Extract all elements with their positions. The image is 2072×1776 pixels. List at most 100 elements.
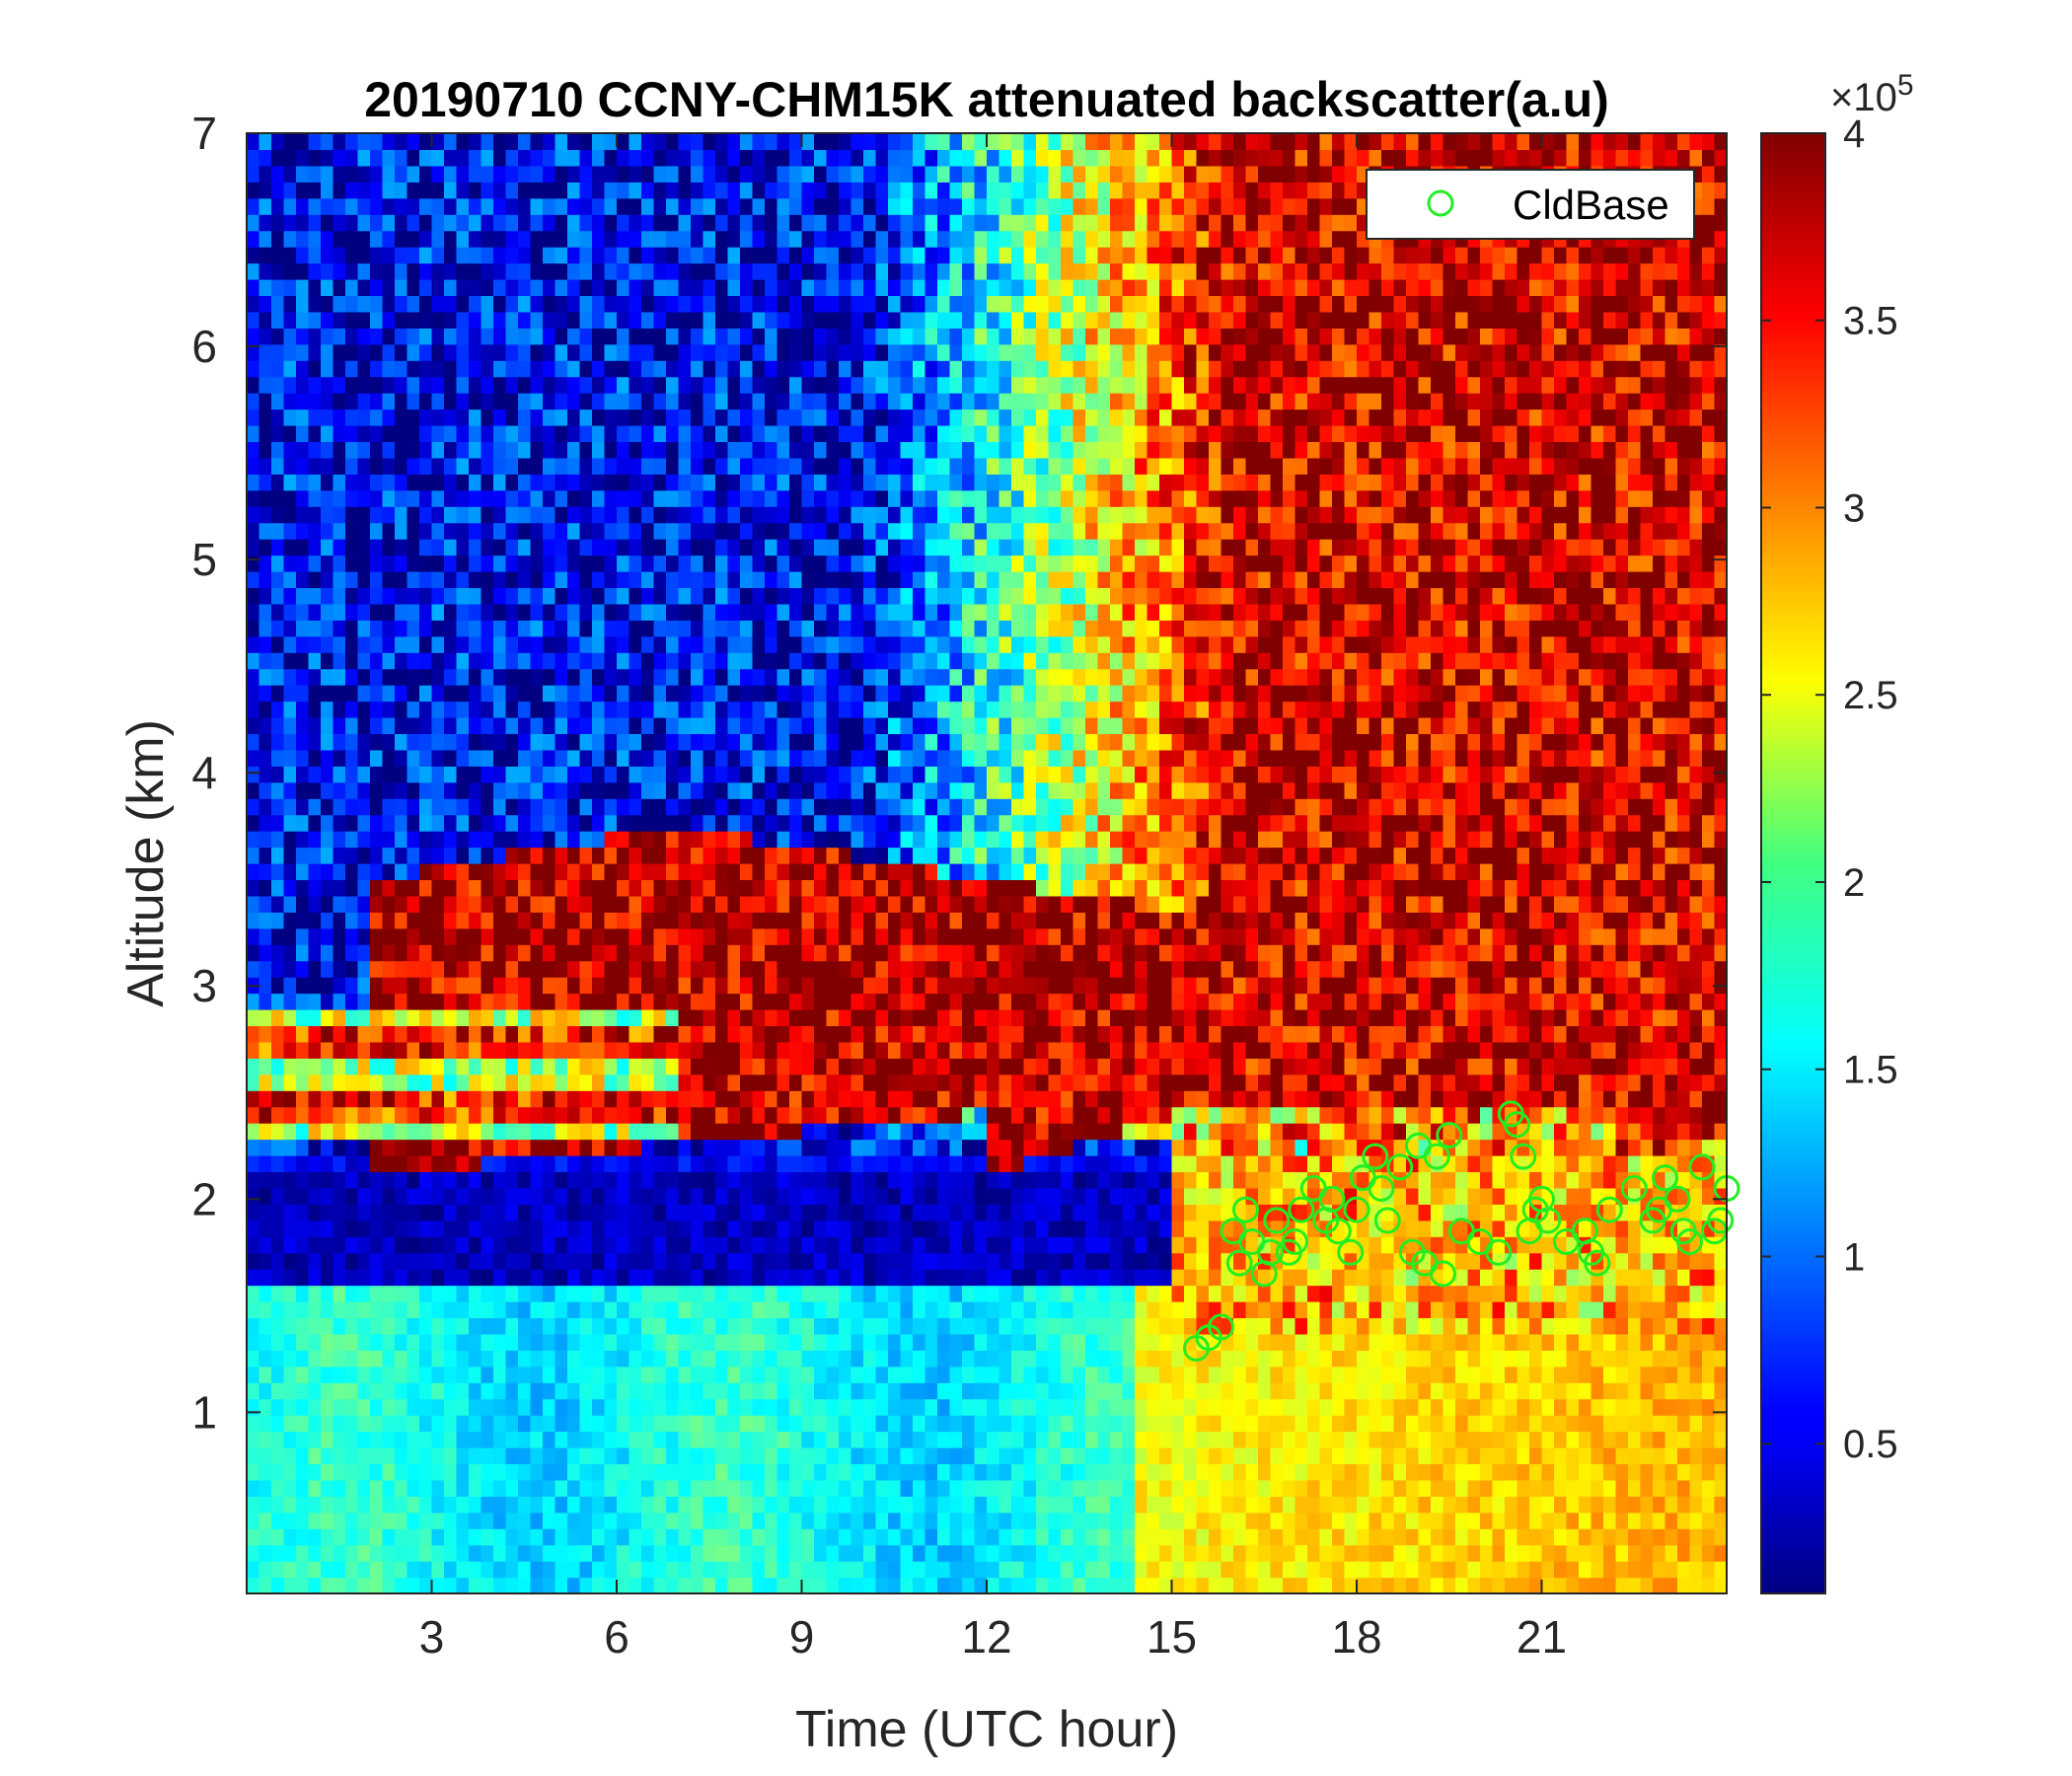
- heatmap-cell: [579, 927, 593, 945]
- heatmap-cell: [863, 1512, 877, 1529]
- heatmap-cell: [752, 522, 766, 540]
- heatmap-cell: [345, 1009, 359, 1027]
- heatmap-cell: [641, 847, 655, 864]
- heatmap-cell: [321, 620, 334, 637]
- heatmap-cell: [518, 652, 532, 670]
- heatmap-cell: [777, 685, 790, 703]
- heatmap-cell: [555, 685, 568, 703]
- heatmap-cell: [678, 1285, 692, 1302]
- heatmap-cell: [925, 1123, 938, 1141]
- heatmap-cell: [333, 262, 346, 280]
- heatmap-cell: [543, 1447, 556, 1465]
- heatmap-cell: [641, 927, 655, 945]
- heatmap-cell: [826, 1301, 840, 1319]
- heatmap-cell: [789, 571, 803, 589]
- heatmap-cell: [863, 1090, 877, 1108]
- heatmap-cell: [481, 1269, 494, 1287]
- heatmap-cell: [579, 182, 593, 199]
- heatmap-cell: [678, 993, 692, 1010]
- heatmap-cell: [259, 133, 272, 151]
- heatmap-cell: [296, 360, 310, 378]
- heatmap-cell: [925, 1285, 938, 1302]
- heatmap-cell: [814, 214, 828, 232]
- heatmap-cell: [407, 685, 420, 703]
- heatmap-cell: [370, 603, 384, 621]
- heatmap-cell: [481, 635, 494, 653]
- heatmap-cell: [863, 879, 877, 897]
- heatmap-cell: [629, 506, 642, 524]
- heatmap-cell: [740, 603, 754, 621]
- heatmap-cell: [678, 197, 692, 215]
- heatmap-cell: [444, 1333, 458, 1351]
- heatmap-cell: [345, 685, 359, 703]
- heatmap-cell: [653, 393, 667, 410]
- heatmap-cell: [703, 1139, 716, 1156]
- heatmap-cell: [321, 1139, 334, 1156]
- heatmap-cell: [641, 247, 655, 264]
- heatmap-cell: [407, 489, 420, 507]
- heatmap-cell: [382, 1528, 396, 1546]
- heatmap-cell: [678, 1220, 692, 1237]
- heatmap-cell: [505, 230, 519, 248]
- heatmap-cell: [678, 360, 692, 378]
- heatmap-cell: [505, 701, 519, 718]
- heatmap-cell: [727, 1106, 741, 1124]
- heatmap-cell: [777, 214, 790, 232]
- heatmap-cell: [493, 1431, 507, 1448]
- heatmap-cell: [851, 831, 864, 849]
- heatmap-cell: [789, 133, 803, 151]
- heatmap-cell: [518, 522, 532, 540]
- heatmap-cell: [419, 360, 433, 378]
- heatmap-cell: [259, 1479, 272, 1497]
- heatmap-cell: [740, 749, 754, 767]
- heatmap-cell: [543, 1431, 556, 1448]
- heatmap-cell: [863, 587, 877, 605]
- heatmap-cell: [543, 506, 556, 524]
- heatmap-cell: [395, 376, 408, 394]
- heatmap-cell: [653, 620, 667, 637]
- heatmap-cell: [592, 1269, 606, 1287]
- heatmap-cell: [900, 571, 914, 589]
- heatmap-cell: [715, 425, 729, 443]
- heatmap-cell: [370, 766, 384, 783]
- heatmap-cell: [505, 668, 519, 686]
- heatmap-cell: [703, 993, 716, 1010]
- heatmap-cell: [271, 506, 285, 524]
- heatmap-cell: [604, 328, 618, 345]
- heatmap-cell: [296, 1317, 310, 1335]
- heatmap-cell: [703, 214, 716, 232]
- heatmap-cell: [518, 182, 532, 199]
- heatmap-cell: [493, 863, 507, 881]
- heatmap-cell: [913, 441, 926, 459]
- heatmap-cell: [826, 133, 840, 151]
- heatmap-cell: [259, 441, 272, 459]
- heatmap-cell: [765, 944, 778, 962]
- heatmap-cell: [641, 149, 655, 167]
- heatmap-cell: [826, 1512, 840, 1529]
- heatmap-cell: [308, 1204, 322, 1221]
- heatmap-cell: [913, 1496, 926, 1514]
- heatmap-cell: [444, 230, 458, 248]
- heatmap-cell: [271, 1009, 285, 1027]
- heatmap-cell: [839, 781, 852, 799]
- heatmap-cell: [888, 668, 902, 686]
- heatmap-cell: [592, 620, 606, 637]
- heatmap-cell: [345, 474, 359, 491]
- heatmap-cell: [530, 1350, 544, 1368]
- heatmap-cell: [345, 1204, 359, 1221]
- heatmap-cell: [826, 311, 840, 329]
- heatmap-cell: [345, 1269, 359, 1287]
- heatmap-cell: [851, 343, 864, 361]
- heatmap-cell: [653, 197, 667, 215]
- heatmap-cell: [752, 1058, 766, 1075]
- heatmap-cell: [592, 1463, 606, 1481]
- heatmap-cell: [382, 1382, 396, 1400]
- heatmap-cell: [370, 1366, 384, 1383]
- heatmap-cell: [419, 133, 433, 151]
- heatmap-cell: [271, 1382, 285, 1400]
- heatmap-cell: [259, 1301, 272, 1319]
- heatmap-cell: [740, 927, 754, 945]
- heatmap-cell: [666, 927, 680, 945]
- heatmap-cell: [740, 1187, 754, 1205]
- heatmap-cell: [407, 230, 420, 248]
